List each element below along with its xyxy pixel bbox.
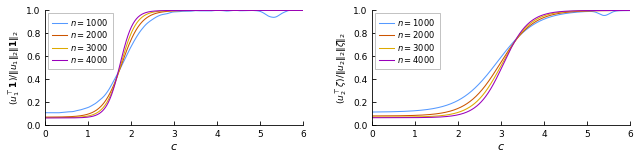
$n = 1000$ [88,105,95,107]
$n = 1000$ [369,111,376,113]
$n = 2000$ [158,11,166,13]
$n = 4000$ [369,117,376,119]
$n = 3000$ [214,10,221,11]
Legend: $n = 1000$, $n = 2000$, $n = 3000$, $n = 4000$: $n = 1000$, $n = 2000$, $n = 3000$, $n =… [48,13,113,69]
$n = 3000$ [369,116,376,118]
Line: $n = 4000$: $n = 4000$ [372,10,630,118]
$n = 3000$ [414,116,422,118]
$n = 3000$ [236,10,243,11]
$n = 4000$ [414,117,422,119]
$n = 2000$ [369,115,376,117]
$n = 1000$ [236,10,244,12]
$n = 4000$ [214,10,221,11]
$n = 2000$ [541,16,548,18]
$n = 1000$ [45,112,53,114]
$n = 1000$ [435,107,442,108]
Line: $n = 1000$: $n = 1000$ [372,10,630,112]
$n = 4000$ [627,10,634,11]
Line: $n = 3000$: $n = 3000$ [45,10,303,118]
$n = 1000$ [520,30,528,32]
$n = 2000$ [193,10,201,11]
$n = 2000$ [108,89,115,91]
$n = 4000$ [158,10,166,12]
$n = 1000$ [294,9,301,11]
$n = 4000$ [300,10,307,11]
$n = 1000$ [108,83,116,85]
$n = 1000$ [627,10,634,11]
$n = 1000$ [214,9,222,11]
$n = 2000$ [300,10,307,11]
$n = 4000$ [520,27,528,29]
Legend: $n = 1000$, $n = 2000$, $n = 3000$, $n = 4000$: $n = 1000$, $n = 2000$, $n = 3000$, $n =… [375,13,440,69]
$n = 3000$ [541,15,548,17]
$n = 4000$ [435,116,442,118]
$n = 4000$ [236,10,243,11]
$n = 4000$ [87,116,95,118]
$n = 3000$ [485,86,493,88]
$n = 3000$ [193,10,201,11]
Line: $n = 2000$: $n = 2000$ [45,10,303,117]
$n = 3000$ [108,92,115,94]
$n = 1000$ [194,10,202,12]
$n = 3000$ [520,28,528,30]
$n = 2000$ [214,10,221,11]
$n = 3000$ [627,10,634,11]
$n = 4000$ [42,117,49,119]
$n = 2000$ [236,10,243,11]
$n = 3000$ [158,10,166,12]
X-axis label: $c$: $c$ [170,142,179,152]
$n = 4000$ [485,91,493,93]
$n = 1000$ [541,18,548,20]
$n = 2000$ [42,116,49,118]
Line: $n = 1000$: $n = 1000$ [45,10,303,113]
Line: $n = 3000$: $n = 3000$ [372,10,630,117]
$n = 1000$ [300,9,307,11]
$n = 1000$ [485,72,493,74]
$n = 4000$ [108,94,115,96]
$n = 1000$ [414,110,422,111]
$n = 1000$ [159,14,166,15]
$n = 2000$ [87,112,95,114]
$n = 3000$ [563,11,570,13]
$n = 2000$ [627,10,634,11]
$n = 2000$ [414,114,422,116]
$n = 1000$ [563,12,570,14]
Y-axis label: $(u_1^\top \mathbf{1})/\|u_1\|_2\|\mathbf{1}\|_2$: $(u_1^\top \mathbf{1})/\|u_1\|_2\|\mathb… [7,31,22,105]
Line: $n = 4000$: $n = 4000$ [45,10,303,118]
$n = 4000$ [563,10,570,12]
$n = 4000$ [193,10,201,11]
Line: $n = 2000$: $n = 2000$ [372,10,630,116]
$n = 3000$ [42,117,49,119]
$n = 3000$ [300,10,307,11]
X-axis label: $c$: $c$ [497,142,505,152]
$n = 3000$ [87,114,95,116]
$n = 2000$ [520,30,528,31]
Y-axis label: $(u_2^\top \zeta)/\|u_2\|_2\|\zeta\|_2$: $(u_2^\top \zeta)/\|u_2\|_2\|\zeta\|_2$ [334,32,349,104]
$n = 2000$ [563,11,570,13]
$n = 3000$ [435,115,442,117]
$n = 4000$ [541,14,548,15]
$n = 1000$ [42,112,49,114]
$n = 2000$ [485,80,493,82]
$n = 2000$ [435,113,442,114]
